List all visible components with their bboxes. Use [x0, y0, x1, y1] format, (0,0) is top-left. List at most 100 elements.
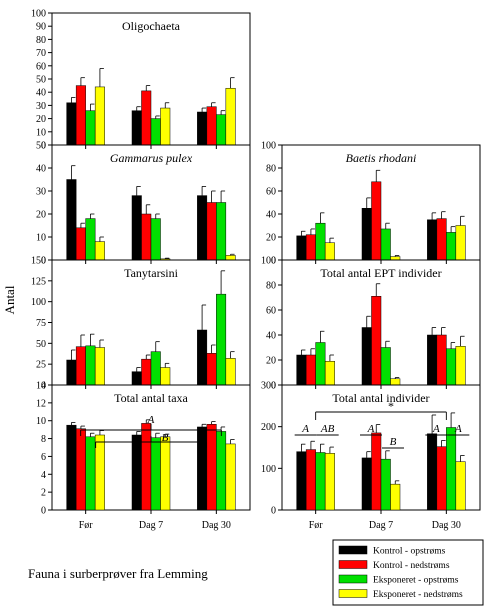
bar [371, 296, 382, 386]
y-tick-label: 12 [36, 398, 46, 409]
bar [361, 208, 372, 261]
bar [296, 354, 307, 386]
bar [446, 427, 457, 511]
bar [141, 90, 152, 146]
bar [371, 181, 382, 261]
bar [380, 347, 391, 386]
y-tick-label: 100 [261, 256, 276, 267]
bar [216, 114, 227, 146]
bar [85, 110, 96, 146]
y-tick-label: 30 [36, 187, 46, 198]
y-tick-label: 80 [36, 35, 46, 46]
bar [206, 202, 217, 261]
significance-letter: A [432, 423, 440, 435]
x-category-label: Før [309, 520, 324, 531]
bar [197, 195, 208, 261]
bar [427, 219, 438, 261]
bar [131, 371, 142, 386]
bar [390, 256, 401, 261]
y-tick-label: 0 [271, 381, 276, 392]
bar [427, 433, 438, 511]
bar [160, 436, 171, 511]
bar [324, 242, 335, 261]
y-tick-label: 70 [36, 48, 46, 59]
bar [324, 453, 335, 511]
y-tick-label: 200 [261, 422, 276, 433]
y-tick-label: 20 [266, 233, 276, 244]
y-tick-label: 40 [266, 210, 276, 221]
bar [436, 334, 447, 386]
y-tick-label: 50 [36, 339, 46, 350]
bar [455, 461, 466, 511]
bar [94, 434, 105, 511]
legend-label: Kontrol - opstrøms [373, 547, 446, 557]
significance-letter: A [367, 423, 375, 435]
y-tick-label: 90 [36, 22, 46, 33]
bar [94, 347, 105, 386]
significance-star: * [388, 399, 394, 413]
bar [85, 436, 96, 511]
bar [361, 327, 372, 386]
figure-caption: Fauna i surberprøver fra Lemming [28, 566, 208, 581]
y-tick-label: 100 [31, 9, 46, 20]
significance-letter: A [301, 423, 309, 435]
bar [150, 218, 161, 261]
bar [216, 202, 227, 261]
bar [361, 457, 372, 511]
y-tick-label: 25 [36, 360, 46, 371]
bar [390, 483, 401, 511]
panel-title: Total antal taxa [114, 391, 188, 405]
panel-title: Baetis rhodani [346, 151, 417, 165]
legend-label: Eksponeret - opstrøms [373, 576, 459, 586]
bar [85, 345, 96, 386]
bar [66, 359, 77, 386]
bar [206, 353, 217, 386]
bar [131, 110, 142, 146]
bar [436, 446, 447, 511]
y-tick-label: 100 [261, 141, 276, 152]
bar [206, 106, 217, 146]
panel-title: Oligochaeta [122, 19, 181, 33]
x-category-label: Dag 30 [202, 520, 231, 531]
bar [216, 293, 227, 386]
bar [225, 255, 236, 261]
bar [160, 367, 171, 386]
bar [380, 458, 391, 511]
bar [131, 195, 142, 261]
bar [197, 426, 208, 511]
bar [216, 431, 227, 511]
y-tick-label: 60 [266, 187, 276, 198]
bar [315, 452, 326, 511]
panel-title: Tanytarsini [124, 266, 178, 280]
bar [85, 218, 96, 261]
significance-letter: B [390, 436, 397, 448]
y-tick-label: 20 [266, 356, 276, 367]
y-tick-label: 2 [41, 488, 46, 499]
x-category-label: Dag 7 [369, 520, 393, 531]
y-tick-label: 6 [41, 452, 46, 463]
y-tick-label: 0 [271, 506, 276, 517]
bar [305, 234, 316, 261]
bar [94, 241, 105, 261]
y-tick-label: 100 [261, 464, 276, 475]
y-tick-label: 14 [36, 381, 46, 392]
bar [131, 434, 142, 511]
panel-title: Gammarus pulex [110, 151, 193, 165]
x-category-label: Dag 30 [432, 520, 461, 531]
y-tick-label: 10 [36, 416, 46, 427]
y-tick-label: 4 [41, 470, 46, 481]
bar [446, 232, 457, 261]
legend-label: Eksponeret - nedstrøms [373, 590, 463, 600]
y-axis-title: Antal [2, 285, 17, 314]
bar [315, 222, 326, 261]
bar [66, 102, 77, 146]
legend-swatch [338, 560, 368, 569]
bar [150, 118, 161, 146]
y-tick-label: 300 [261, 381, 276, 392]
y-tick-label: 60 [36, 61, 46, 72]
y-tick-label: 60 [266, 306, 276, 317]
y-tick-label: 40 [36, 164, 46, 175]
bar [225, 443, 236, 511]
y-tick-label: 0 [271, 256, 276, 267]
